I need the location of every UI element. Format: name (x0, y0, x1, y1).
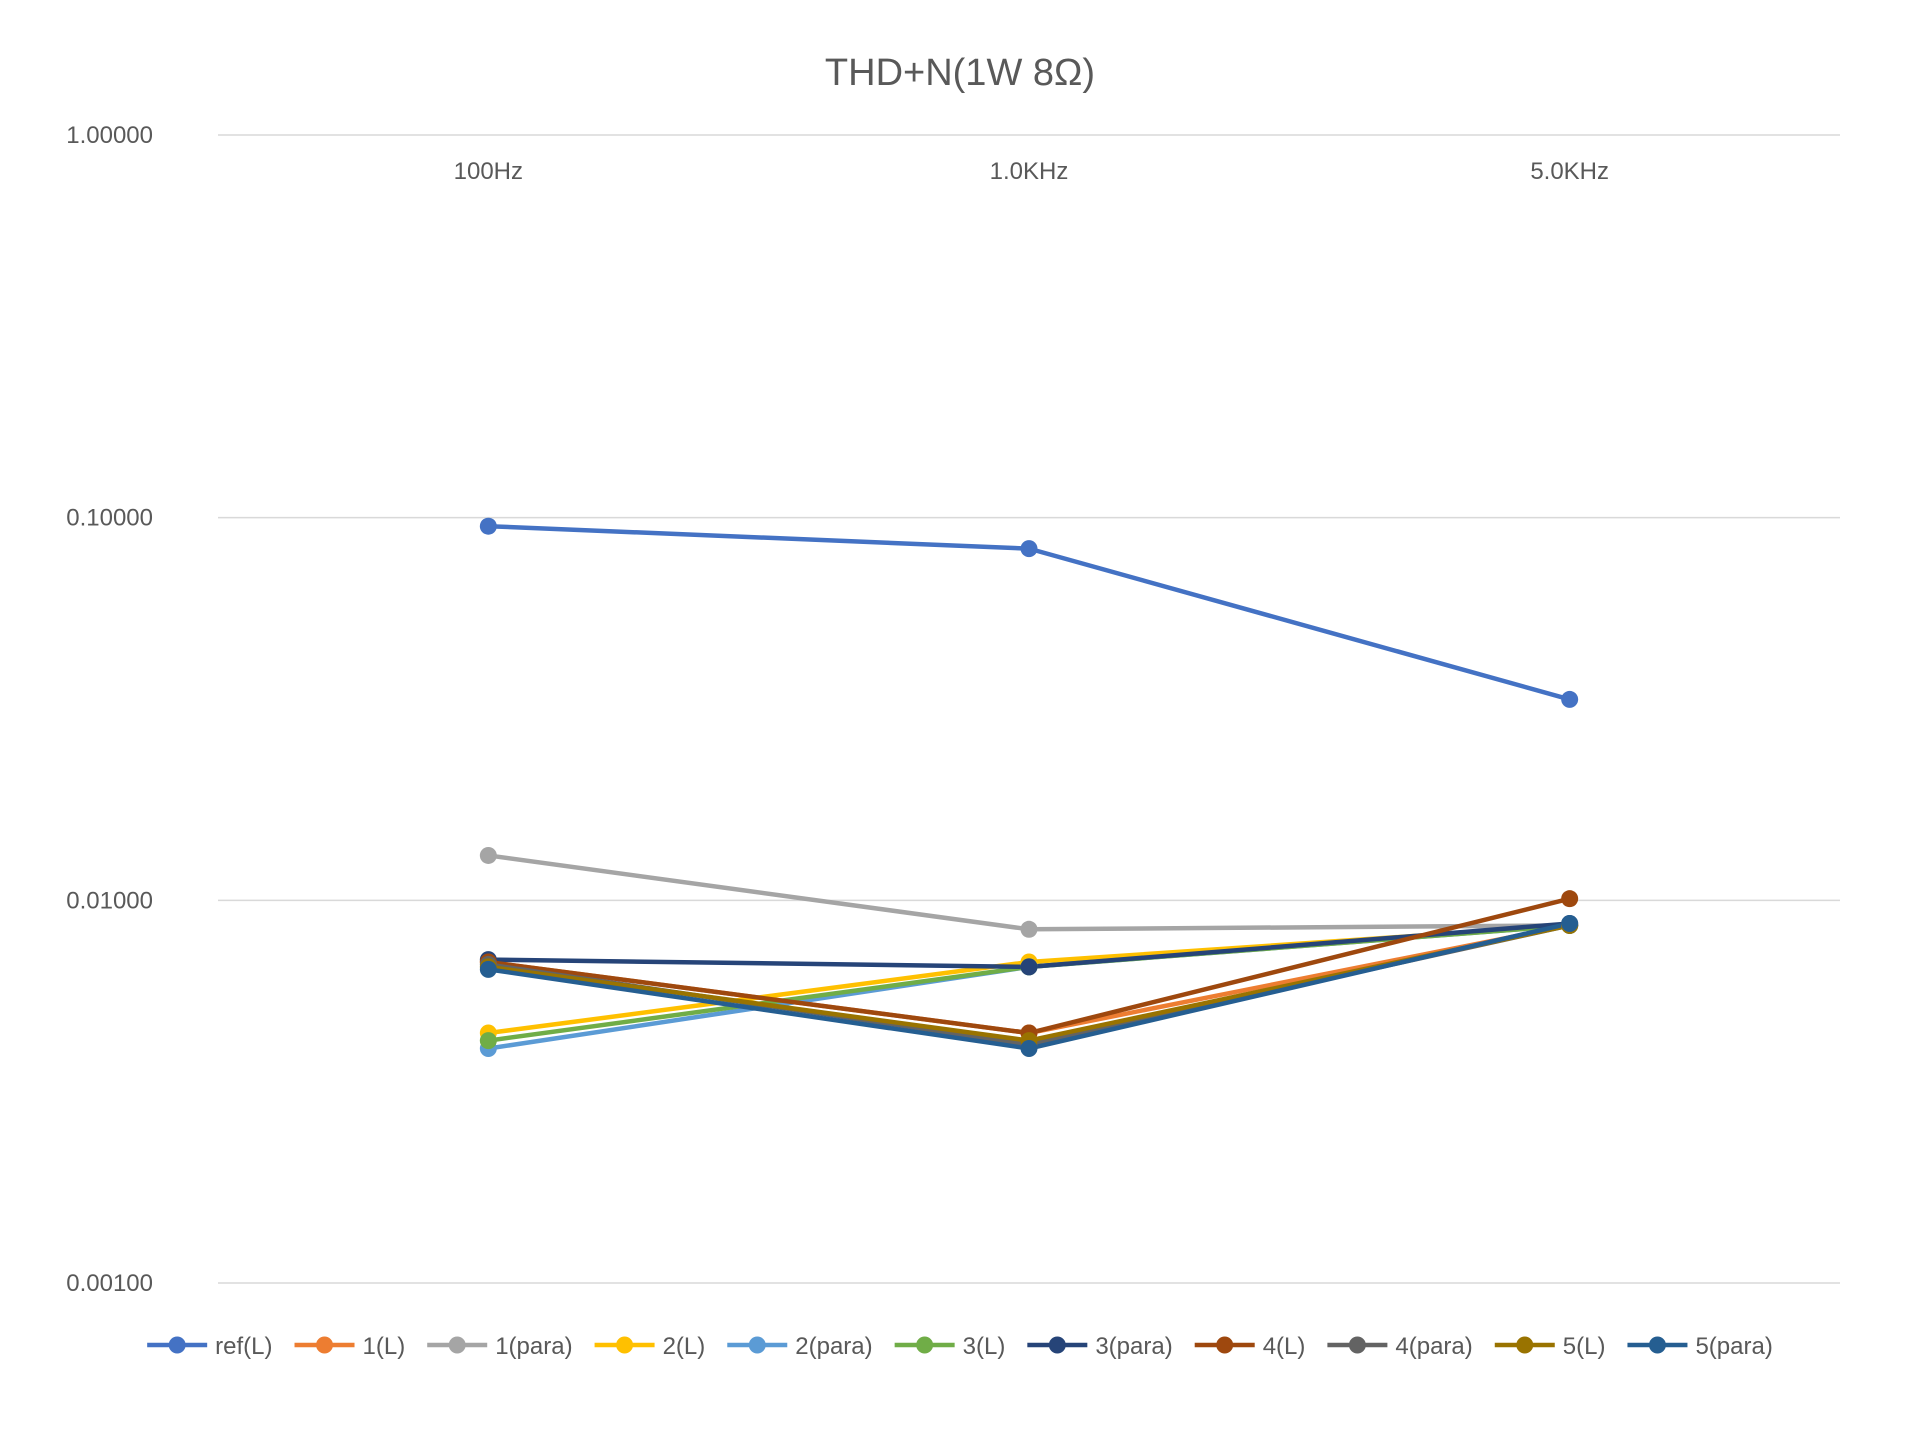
x-category-label: 1.0KHz (990, 158, 1069, 185)
data-point (479, 960, 497, 978)
data-point (1561, 690, 1579, 708)
legend-swatch-marker (916, 1336, 934, 1354)
legend-swatch-marker (1648, 1336, 1666, 1354)
legend-label: ref(L) (215, 1333, 272, 1360)
legend-swatch-marker (1348, 1336, 1366, 1354)
legend-label: 5(para) (1695, 1333, 1772, 1360)
legend-swatch-marker (616, 1336, 634, 1354)
legend-label: 3(para) (1095, 1333, 1172, 1360)
legend-item: 2(para) (727, 1333, 873, 1360)
legend-item: 1(L) (294, 1333, 406, 1360)
legend-swatch-marker (168, 1336, 186, 1354)
legend-swatch-marker (316, 1336, 334, 1354)
legend-label: 5(L) (1563, 1333, 1606, 1360)
data-point (1020, 540, 1038, 558)
legend-label: 2(L) (663, 1333, 706, 1360)
series-line (488, 853, 1570, 932)
legend-item: 2(L) (594, 1333, 706, 1360)
data-point (1020, 958, 1038, 976)
gridlines (218, 134, 1840, 1284)
x-axis-category-labels: 100Hz 1.0KHz 5.0KHz (454, 158, 1609, 185)
x-category-label: 5.0KHz (1530, 158, 1609, 185)
data-point (479, 1032, 497, 1050)
legend-item: 5(para) (1627, 1333, 1773, 1360)
y-tick-label: 0.10000 (66, 505, 153, 532)
legend-label: 2(para) (795, 1333, 872, 1360)
legend-item: 4(L) (1194, 1333, 1306, 1360)
legend-label: 1(para) (495, 1333, 572, 1360)
legend-label: 1(L) (363, 1333, 406, 1360)
y-axis-tick-labels: 1.00000 0.10000 0.01000 0.00100 (66, 122, 153, 1297)
y-tick-label: 1.00000 (66, 122, 153, 149)
legend-label: 4(L) (1263, 1333, 1306, 1360)
legend-swatch-marker (1216, 1336, 1234, 1354)
legend-item: 3(para) (1027, 1333, 1173, 1360)
legend-label: 4(para) (1395, 1333, 1472, 1360)
data-point (1561, 914, 1579, 932)
data-point (1020, 920, 1038, 938)
x-category-label: 100Hz (454, 158, 523, 185)
legend-item: 5(L) (1494, 1333, 1606, 1360)
legend-swatch-marker (1516, 1336, 1534, 1354)
data-point (1020, 1040, 1038, 1058)
legend-swatch-marker (1048, 1336, 1066, 1354)
series-points (479, 517, 1579, 1058)
legend-label: 3(L) (963, 1333, 1006, 1360)
legend-item: 1(para) (427, 1333, 573, 1360)
data-point (479, 846, 497, 864)
legend-swatch-marker (748, 1336, 766, 1354)
legend-swatch-marker (448, 1336, 466, 1354)
data-point (1561, 890, 1579, 908)
legend-item: 3(L) (894, 1333, 1006, 1360)
y-tick-label: 0.00100 (66, 1270, 153, 1297)
chart-title: THD+N(1W 8Ω) (825, 52, 1095, 94)
legend-item: 4(para) (1327, 1333, 1473, 1360)
y-tick-label: 0.01000 (66, 887, 153, 914)
legend: ref(L) 1(L) 1(para) 2(L) 2(para) 3(L) 3(para) 4… (147, 1333, 1773, 1360)
legend-item: ref(L) (147, 1333, 273, 1360)
data-point (479, 517, 497, 535)
